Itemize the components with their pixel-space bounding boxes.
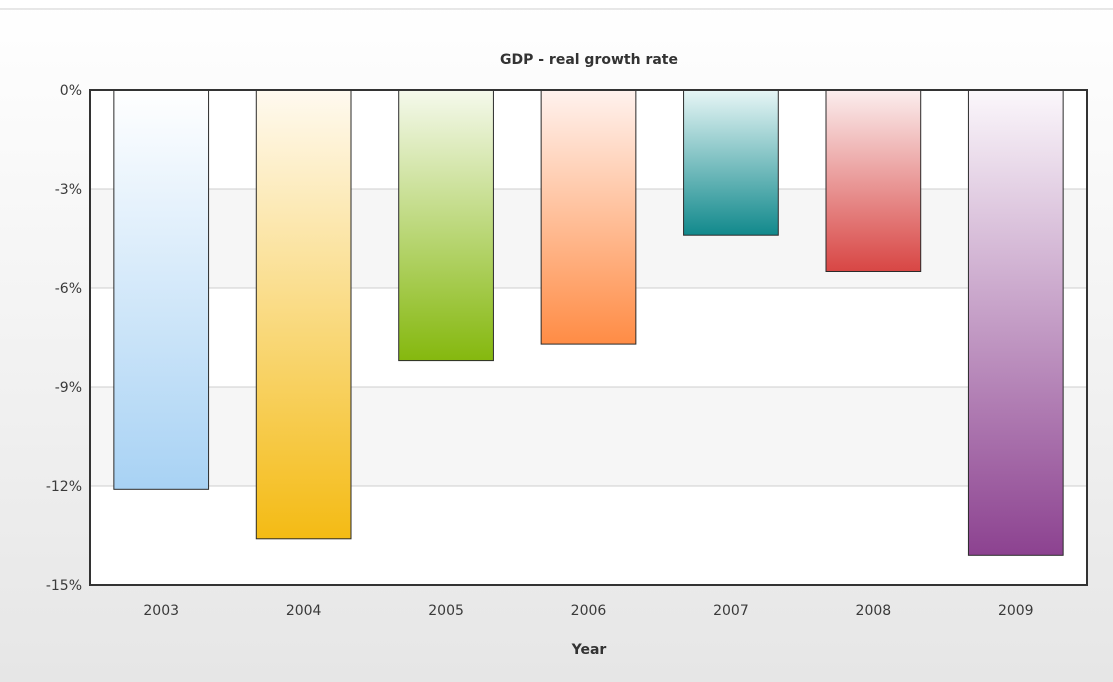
bar-2009 bbox=[967, 89, 1064, 556]
bar-2006 bbox=[540, 89, 637, 345]
chart-title: GDP - real growth rate bbox=[500, 52, 678, 68]
x-tick-label: 2009 bbox=[998, 603, 1034, 619]
x-tick-label: 2008 bbox=[856, 603, 892, 619]
y-tick-label: -12% bbox=[46, 479, 82, 495]
plot-band bbox=[90, 387, 1087, 486]
bar-2008 bbox=[825, 89, 922, 272]
x-tick-label: 2006 bbox=[571, 603, 607, 619]
x-axis-label: Year bbox=[571, 642, 607, 658]
x-tick-label: 2007 bbox=[713, 603, 749, 619]
x-tick-label: 2005 bbox=[428, 603, 464, 619]
y-tick-label: -15% bbox=[46, 578, 82, 594]
bar-2007 bbox=[683, 89, 779, 236]
x-tick-label: 2004 bbox=[286, 603, 322, 619]
x-axis-ticks: 2003 2004 2005 2006 2007 2008 2009 bbox=[143, 603, 1033, 619]
y-axis-ticks: 0% -3% -6% -9% -12% -15% bbox=[46, 83, 82, 594]
bar-2004 bbox=[255, 89, 352, 540]
x-tick-label: 2003 bbox=[143, 603, 179, 619]
bars bbox=[113, 89, 1064, 556]
bar-2003 bbox=[113, 89, 210, 490]
plot-band bbox=[90, 486, 1087, 585]
y-tick-label: -9% bbox=[55, 380, 82, 396]
plot-frame bbox=[89, 89, 1088, 586]
bar-2005 bbox=[398, 89, 494, 362]
y-tick-label: 0% bbox=[60, 83, 82, 99]
y-tick-label: -3% bbox=[55, 182, 82, 198]
y-tick-label: -6% bbox=[55, 281, 82, 297]
